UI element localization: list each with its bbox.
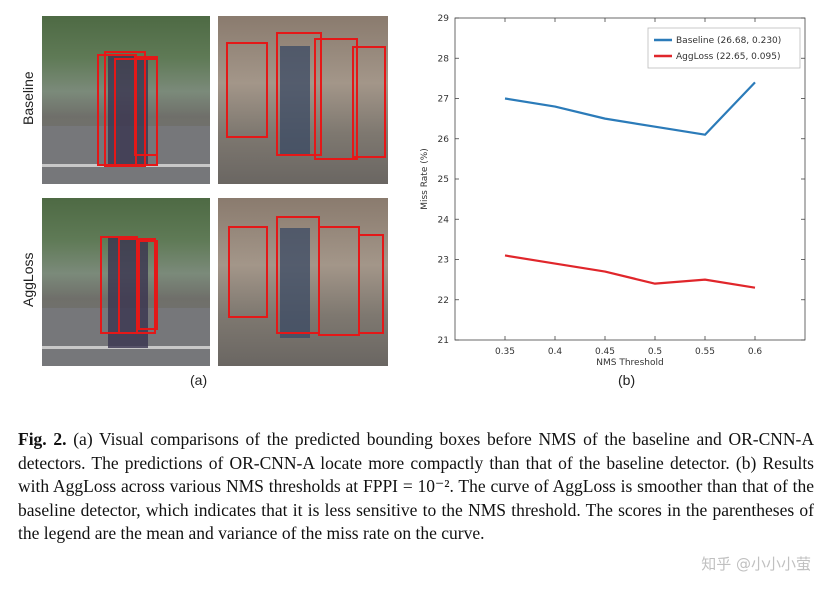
bounding-box (276, 216, 320, 334)
y-axis-title: Miss Rate (%) (420, 148, 430, 210)
x-axis-title: NMS Threshold (596, 358, 663, 368)
series-line-aggloss (504, 254, 756, 289)
y-tick-label: 23 (438, 256, 449, 266)
subfigure-caption-a: (a) (190, 372, 208, 388)
y-tick-label: 24 (438, 215, 450, 225)
photo-baseline-street (42, 16, 210, 184)
y-tick-label: 27 (438, 95, 449, 105)
x-tick-label: 0.4 (548, 347, 563, 357)
photo-aggloss-street (42, 198, 210, 366)
legend-box (647, 27, 801, 69)
figure-caption-text: (a) Visual comparisons of the predicted … (18, 429, 814, 543)
x-tick-label: 0.6 (748, 347, 763, 357)
y-tick-label: 28 (438, 54, 450, 64)
bounding-box (228, 226, 268, 318)
subfigure-caption-b: (b) (618, 372, 636, 388)
bounding-box (134, 56, 158, 156)
bounding-box (104, 51, 146, 167)
x-tick-label: 0.35 (495, 347, 515, 357)
bounding-box (118, 238, 156, 334)
panel-a-image-grid: Baseline AggLoss (a) (0, 0, 400, 400)
y-tick-label: 25 (438, 175, 449, 185)
panel-b-chart: 21 22 23 24 25 26 27 28 29 0.35 0.4 0.45 0.5 0.55 0.6 N… (400, 0, 831, 400)
y-tick-label: 26 (438, 135, 450, 145)
figure-caption: Fig. 2. (a) Visual comparisons of the pr… (18, 428, 814, 546)
y-tick-label: 22 (438, 296, 449, 306)
legend-label: AggLoss (22.65, 0.095) (676, 52, 780, 62)
x-tick-label: 0.5 (648, 347, 662, 357)
y-tick-label: 29 (438, 14, 450, 24)
row-label-baseline: Baseline (20, 71, 36, 125)
bounding-box (276, 32, 322, 156)
bounding-box (352, 46, 386, 158)
figure-label: Fig. 2. (18, 429, 67, 449)
photo-baseline-crowd (218, 16, 388, 184)
watermark: 知乎 @小小小萤 (701, 555, 811, 573)
legend-label: Baseline (26.68, 0.230) (676, 36, 781, 46)
x-tick-label: 0.55 (695, 347, 715, 357)
bounding-box (318, 226, 360, 336)
bounding-box (226, 42, 268, 138)
row-label-aggloss: AggLoss (20, 252, 36, 307)
y-tick-label: 21 (438, 336, 449, 346)
bounding-box (314, 38, 358, 160)
series-line-baseline (504, 81, 756, 136)
x-tick-label: 0.45 (595, 347, 615, 357)
bounding-box (358, 234, 384, 334)
bounding-box (138, 240, 158, 330)
photo-aggloss-crowd (218, 198, 388, 366)
